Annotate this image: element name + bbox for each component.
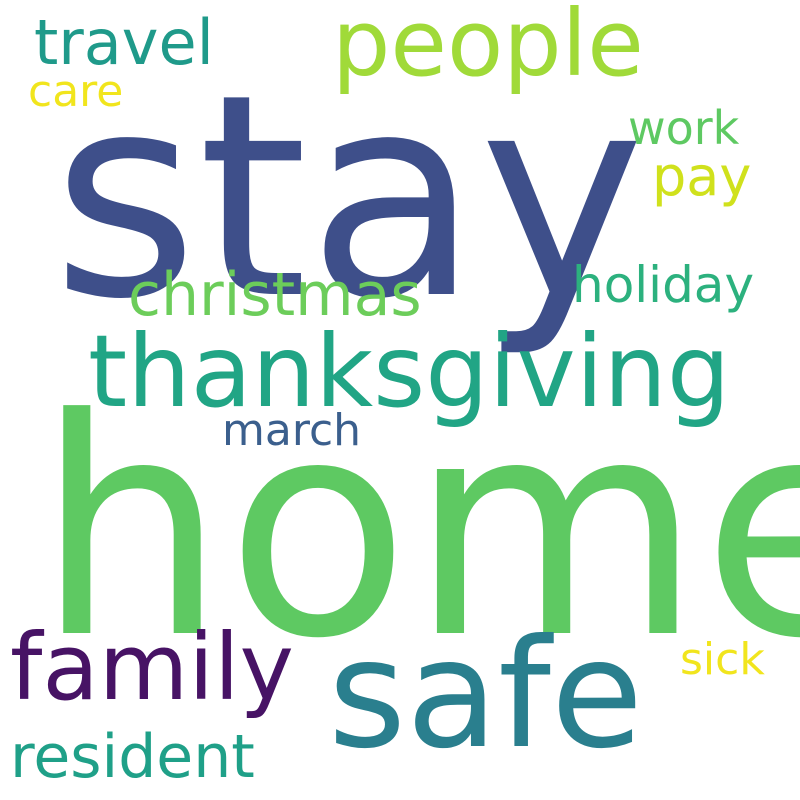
word-family: family [10,614,294,721]
word-holiday: holiday [572,256,755,314]
word-care: care [28,66,124,117]
word-stay: stay [52,35,645,361]
word-resident: resident [10,722,255,792]
word-pay: pay [652,145,752,208]
word-travel: travel [34,6,214,79]
word-thanksgiving: thanksgiving [88,313,731,430]
word-march: march [222,405,362,456]
word-people: people [332,0,644,97]
word-sick: sick [680,634,765,685]
word-safe: safe [328,608,644,782]
word-home: home [36,355,800,704]
word-work: work [628,101,740,155]
word-christmas: christmas [128,260,422,330]
